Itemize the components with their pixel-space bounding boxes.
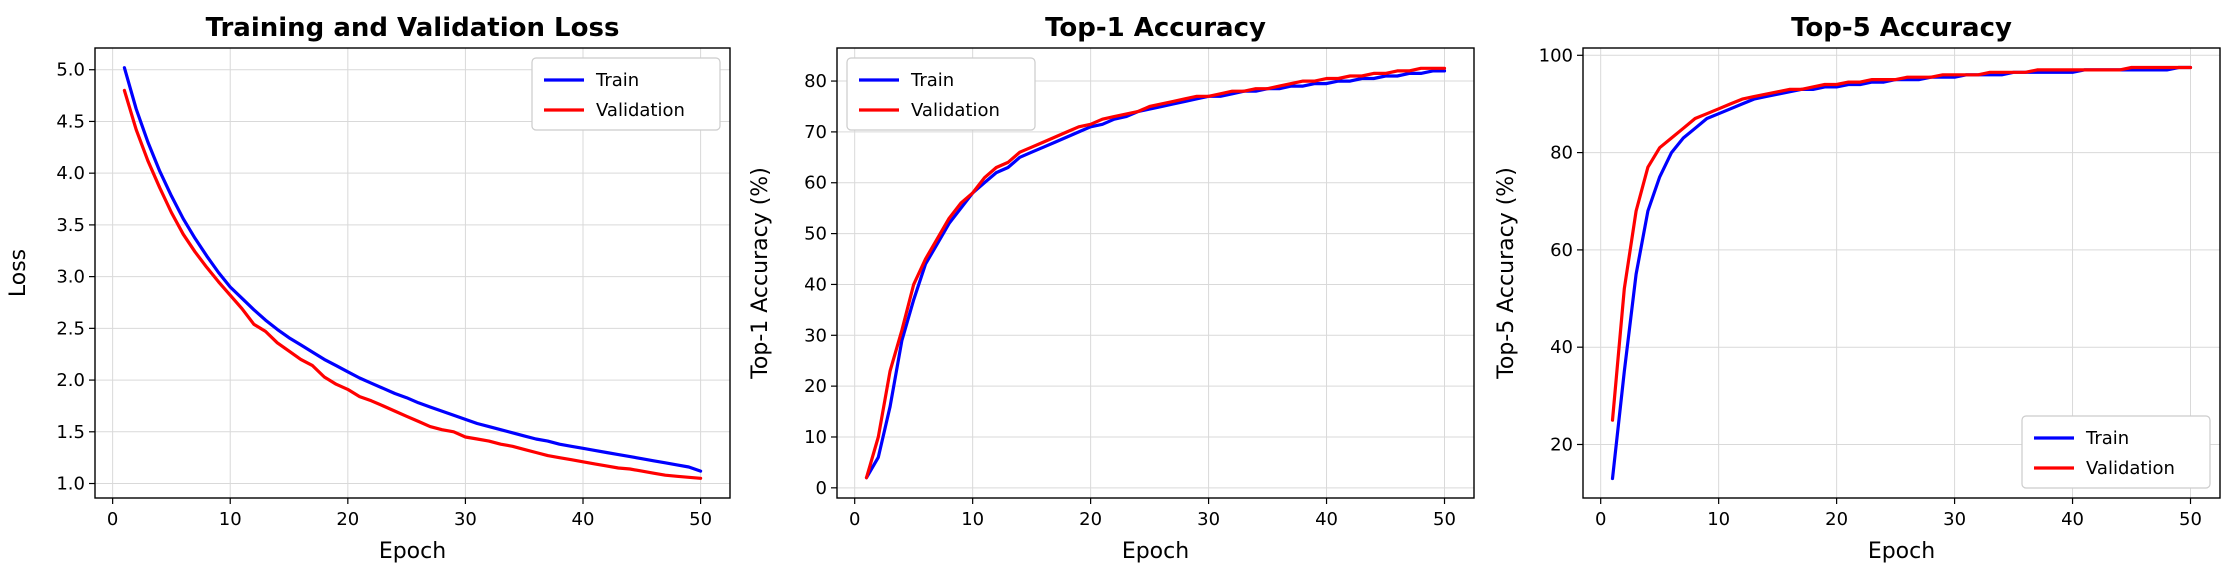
- x-axis-label: Epoch: [1122, 539, 1189, 564]
- chart-title: Top-5 Accuracy: [1791, 13, 2012, 43]
- legend: Train Validation: [2021, 415, 2211, 489]
- y-tick-label: 80: [1550, 143, 1573, 164]
- series-line-validation: [864, 66, 1447, 480]
- legend-label-validation: Validation: [2086, 458, 2175, 479]
- x-tick-label: 10: [1707, 509, 1730, 530]
- y-tick-label: 80: [804, 71, 827, 92]
- y-tick-label: 4.0: [56, 163, 85, 184]
- y-tick-label: 30: [804, 325, 827, 346]
- y-tick-label: 60: [804, 173, 827, 194]
- legend: Train Validation: [846, 57, 1036, 131]
- y-tick-label: 2.5: [56, 318, 85, 339]
- legend-label-train: Train: [910, 70, 954, 91]
- x-tick-label: 30: [1197, 509, 1220, 530]
- y-tick-label: 100: [1539, 45, 1573, 66]
- y-tick-label: 2.0: [56, 370, 85, 391]
- x-tick-label: 50: [689, 509, 712, 530]
- legend-label-train: Train: [595, 70, 639, 91]
- y-tick-label: 70: [804, 122, 827, 143]
- chart-title: Training and Validation Loss: [206, 13, 620, 43]
- x-tick-label: 40: [1315, 509, 1338, 530]
- x-tick-label: 50: [2179, 509, 2202, 530]
- axes-frame: [836, 47, 1475, 499]
- x-tick-label: 40: [572, 509, 595, 530]
- x-tick-label: 20: [1825, 509, 1848, 530]
- axes-frame: [1582, 47, 2221, 499]
- y-tick-label: 40: [804, 274, 827, 295]
- series-line-train: [864, 69, 1447, 480]
- x-tick-label: 30: [1943, 509, 1966, 530]
- y-axis-label: Top-1 Accuracy (%): [748, 167, 773, 380]
- x-tick-label: 10: [219, 509, 242, 530]
- y-tick-label: 5.0: [56, 60, 85, 81]
- x-tick-label: 20: [1079, 509, 1102, 530]
- y-tick-label: 4.5: [56, 111, 85, 132]
- chart-panel-2: 0 10 20 30 40 50 0 10 20 30 40 50 60 70 80 Top-1 Accura…: [748, 13, 1475, 564]
- legend: Train Validation: [531, 57, 721, 131]
- legend-label-validation: Validation: [911, 100, 1000, 121]
- y-tick-label: 10: [804, 427, 827, 448]
- y-tick-label: 60: [1550, 240, 1573, 261]
- chart-panel-1: 0 10 20 30 40 50 1.0 1.5 2.0 2.5 3.0 3.5 4.0 4.5 5.0 Tr…: [6, 13, 731, 564]
- legend-label-validation: Validation: [596, 100, 685, 121]
- legend-box: [846, 57, 1036, 131]
- x-tick-label: 0: [107, 509, 118, 530]
- legend-box: [2021, 415, 2211, 489]
- x-tick-label: 20: [336, 509, 359, 530]
- series-line-validation: [1610, 65, 2193, 422]
- legend-box: [531, 57, 721, 131]
- x-tick-label: 30: [454, 509, 477, 530]
- y-tick-label: 1.5: [56, 422, 85, 443]
- chart-panel-3: 0 10 20 30 40 50 20 40 60 80 100 Top-5 Accuracy Epoc…: [1494, 13, 2221, 564]
- y-tick-label: 40: [1550, 337, 1573, 358]
- y-tick-label: 50: [804, 224, 827, 245]
- x-axis-label: Epoch: [1868, 539, 1935, 564]
- y-axis-label: Top-5 Accuracy (%): [1494, 167, 1519, 380]
- series-line-train: [122, 66, 703, 473]
- x-tick-label: 40: [2061, 509, 2084, 530]
- y-tick-label: 3.5: [56, 215, 85, 236]
- y-axis-label: Loss: [6, 249, 31, 297]
- series-line-validation: [122, 88, 703, 480]
- x-tick-label: 0: [849, 509, 860, 530]
- y-tick-label: 3.0: [56, 267, 85, 288]
- x-tick-label: 50: [1433, 509, 1456, 530]
- x-tick-label: 10: [961, 509, 984, 530]
- x-axis-label: Epoch: [379, 539, 446, 564]
- y-tick-label: 0: [816, 478, 827, 499]
- x-tick-label: 0: [1595, 509, 1606, 530]
- y-tick-label: 20: [804, 376, 827, 397]
- chart-title: Top-1 Accuracy: [1045, 13, 1266, 43]
- y-tick-label: 20: [1550, 434, 1573, 455]
- legend-label-train: Train: [2085, 428, 2129, 449]
- y-tick-label: 1.0: [56, 474, 85, 495]
- axes-frame: [94, 47, 731, 499]
